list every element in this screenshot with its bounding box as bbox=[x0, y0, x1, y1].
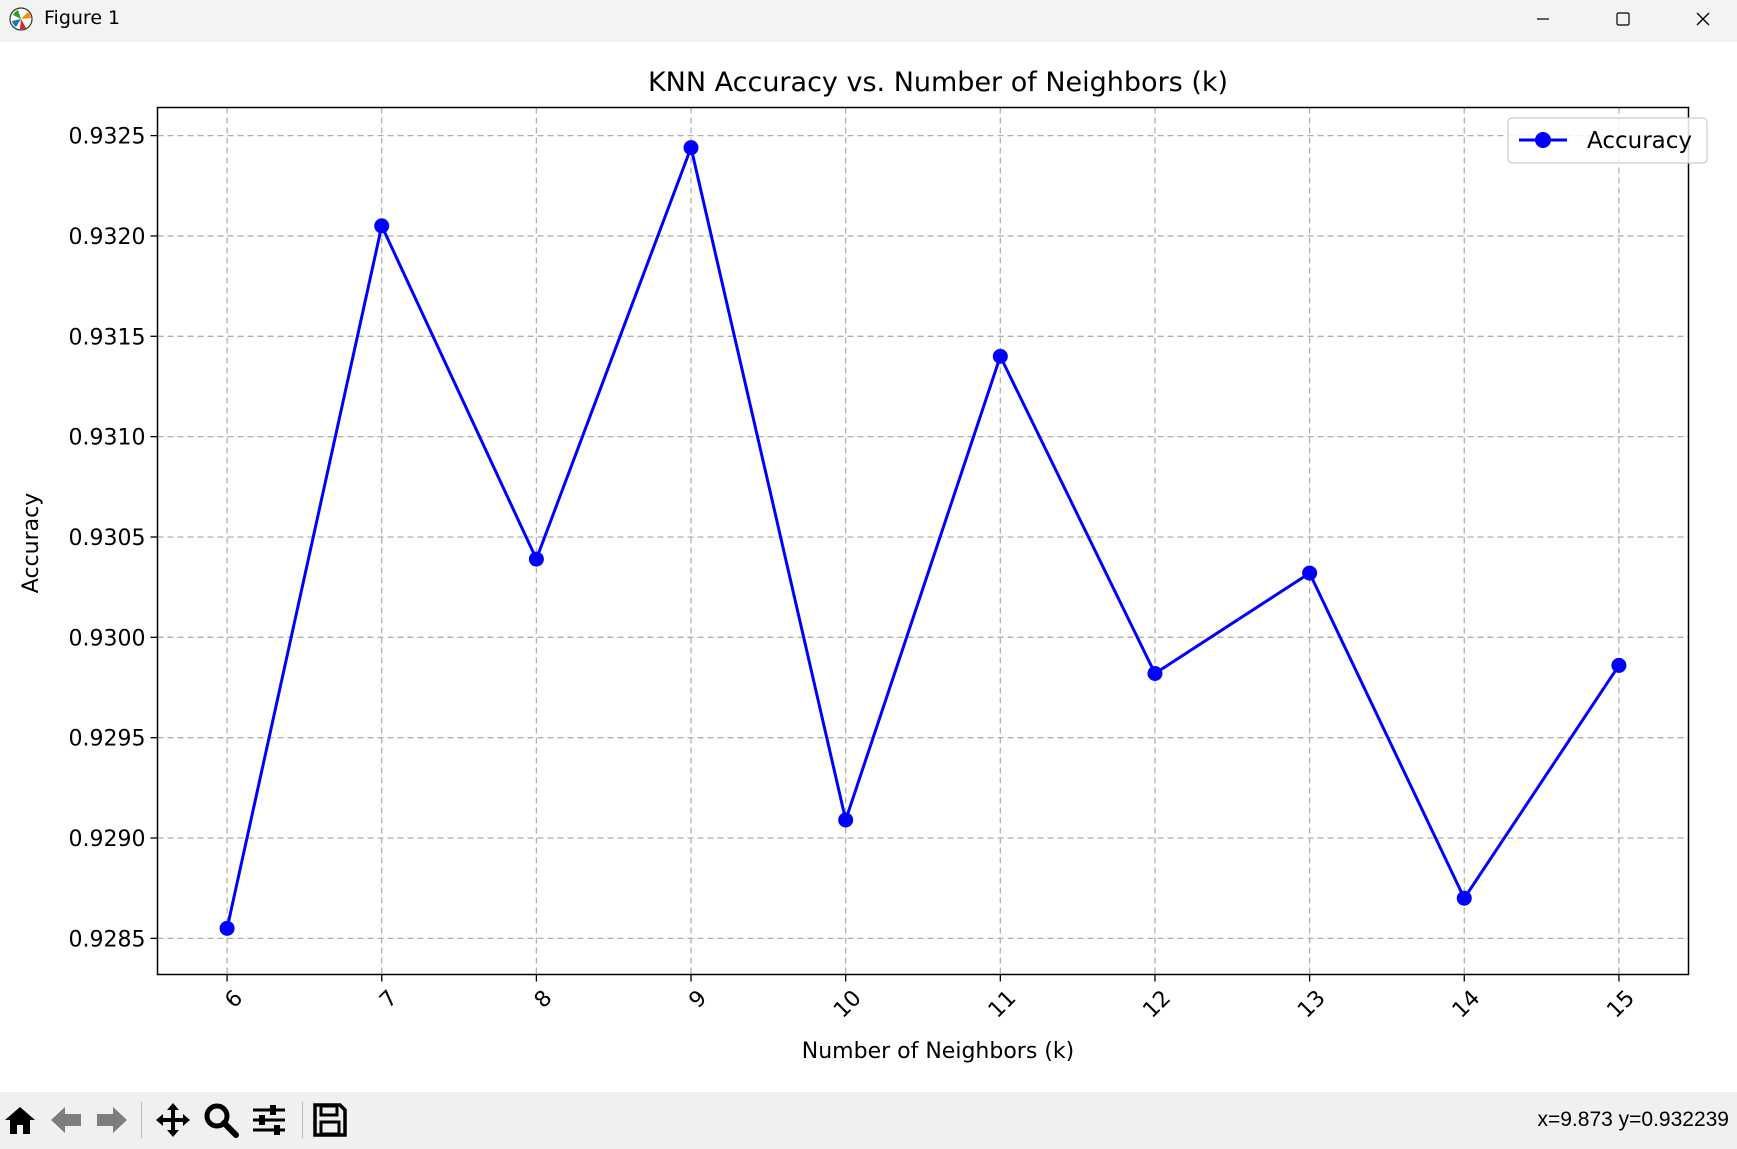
save-button[interactable] bbox=[310, 1100, 350, 1140]
figure-canvas[interactable]: KNN Accuracy vs. Number of Neighbors (k)… bbox=[0, 42, 1737, 1092]
x-tick-label: 7 bbox=[375, 986, 403, 1014]
x-tick-label: 12 bbox=[1138, 986, 1175, 1023]
data-point bbox=[1302, 565, 1318, 581]
y-tick-label: 0.9300 bbox=[69, 626, 146, 651]
window-titlebar: Figure 1 bbox=[0, 0, 1737, 42]
grid bbox=[157, 107, 1689, 975]
data-point bbox=[683, 140, 699, 156]
configure-subplots-button[interactable] bbox=[249, 1100, 289, 1140]
data-point bbox=[992, 348, 1008, 364]
y-tick-label: 0.9310 bbox=[69, 426, 146, 451]
back-button[interactable] bbox=[46, 1100, 86, 1140]
x-tick-label: 8 bbox=[530, 986, 558, 1014]
x-axis-ticks: 6 7 8 9 10 11 12 13 14 15 bbox=[221, 974, 1640, 1023]
navigation-toolbar: x=9.873 y=0.932239 bbox=[0, 1092, 1737, 1149]
toolbar-separator bbox=[141, 1102, 142, 1138]
y-tick-label: 0.9315 bbox=[69, 325, 146, 350]
series-accuracy bbox=[219, 140, 1627, 936]
data-point bbox=[219, 920, 235, 936]
minimize-button[interactable] bbox=[1503, 0, 1583, 38]
close-icon bbox=[1696, 12, 1710, 26]
zoom-icon bbox=[204, 1103, 239, 1138]
legend-label-accuracy: Accuracy bbox=[1587, 128, 1692, 154]
y-axis-ticks: 0.9285 0.9290 0.9295 0.9300 0.9305 0.9310 0.93… bbox=[69, 125, 158, 952]
cursor-coordinates: x=9.873 y=0.932239 bbox=[1537, 1108, 1729, 1131]
maximize-icon bbox=[1616, 12, 1630, 26]
x-tick-label: 6 bbox=[221, 986, 249, 1014]
close-button[interactable] bbox=[1663, 0, 1737, 38]
x-axis-label: Number of Neighbors (k) bbox=[802, 1039, 1074, 1064]
plot-frame bbox=[156, 106, 1690, 976]
x-tick-label: 10 bbox=[829, 986, 866, 1023]
y-tick-label: 0.9320 bbox=[69, 225, 146, 250]
data-point bbox=[374, 218, 390, 234]
home-icon bbox=[5, 1107, 35, 1134]
back-arrow-icon bbox=[51, 1107, 81, 1133]
zoom-button[interactable] bbox=[201, 1100, 241, 1140]
x-tick-label: 9 bbox=[684, 986, 712, 1014]
x-tick-label: 15 bbox=[1602, 986, 1639, 1023]
save-icon bbox=[313, 1103, 347, 1137]
x-tick-label: 14 bbox=[1448, 986, 1485, 1023]
y-tick-label: 0.9285 bbox=[69, 927, 146, 952]
pan-button[interactable] bbox=[153, 1100, 193, 1140]
home-button[interactable] bbox=[0, 1100, 40, 1140]
maximize-button[interactable] bbox=[1583, 0, 1663, 38]
y-axis-label: Accuracy bbox=[19, 493, 44, 593]
x-tick-label: 13 bbox=[1293, 986, 1330, 1023]
pan-icon bbox=[156, 1103, 190, 1137]
data-point bbox=[528, 551, 544, 567]
y-tick-label: 0.9305 bbox=[69, 526, 146, 551]
y-tick-label: 0.9290 bbox=[69, 827, 146, 852]
data-point bbox=[838, 812, 854, 828]
matplotlib-icon bbox=[9, 7, 33, 31]
x-tick-label: 11 bbox=[984, 986, 1021, 1023]
forward-button[interactable] bbox=[92, 1100, 132, 1140]
forward-arrow-icon bbox=[97, 1107, 127, 1133]
y-tick-label: 0.9325 bbox=[69, 125, 146, 150]
data-point bbox=[1147, 665, 1163, 681]
configure-subplots-icon bbox=[253, 1105, 285, 1135]
data-point bbox=[1456, 890, 1472, 906]
legend-marker-swatch bbox=[1535, 132, 1551, 148]
data-point bbox=[1611, 657, 1627, 673]
legend: Accuracy bbox=[1507, 117, 1708, 164]
minimize-icon bbox=[1537, 18, 1549, 20]
chart-title: KNN Accuracy vs. Number of Neighbors (k) bbox=[648, 67, 1228, 98]
series-line bbox=[225, 146, 1621, 929]
window-title: Figure 1 bbox=[44, 7, 121, 29]
legend-frame bbox=[1507, 117, 1708, 164]
y-tick-label: 0.9295 bbox=[69, 727, 146, 752]
toolbar-separator bbox=[302, 1102, 303, 1138]
line-chart: KNN Accuracy vs. Number of Neighbors (k)… bbox=[19, 67, 1708, 1064]
